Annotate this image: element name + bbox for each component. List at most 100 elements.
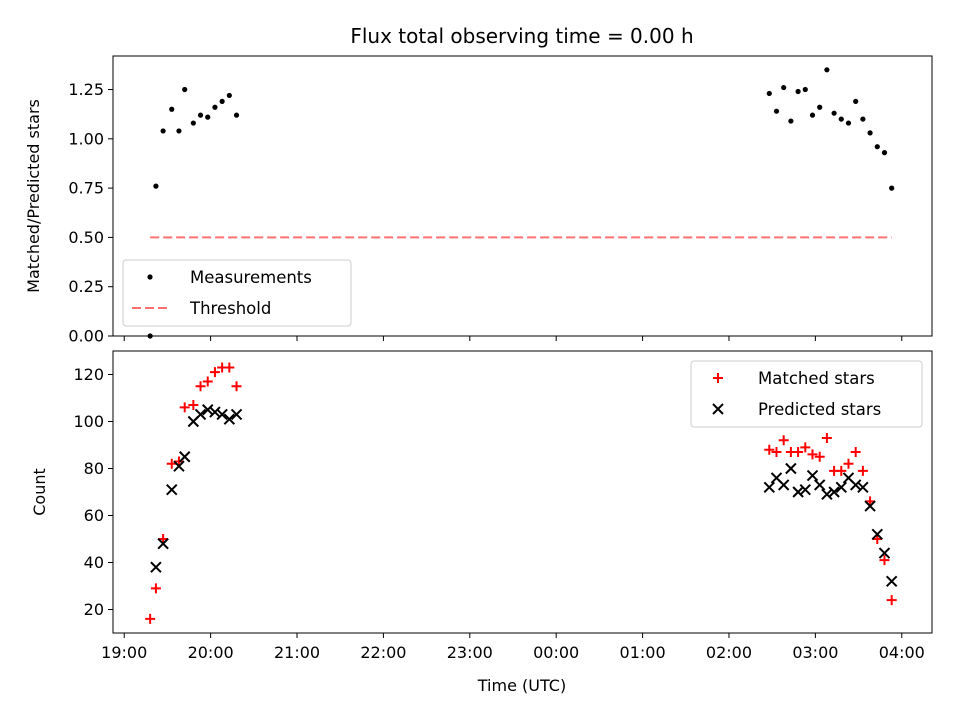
data-point: [224, 362, 235, 373]
data-point: [169, 106, 175, 112]
data-point: [800, 442, 811, 453]
data-point: [781, 84, 787, 91]
data-point: [788, 118, 794, 124]
y-tick-label: 100: [73, 412, 104, 431]
data-point: [233, 112, 240, 118]
y-tick-label: 40: [84, 553, 104, 572]
data-point: [766, 90, 772, 97]
data-point: [205, 114, 211, 120]
plot-frame: [112, 350, 933, 634]
data-point: [793, 447, 804, 458]
data-point: [871, 528, 883, 541]
legend-label: Matched stars: [758, 369, 875, 388]
data-point: [817, 104, 823, 110]
ratio-panel: 0.00 0.25 0.50 0.75 1.00 1.25 Matched/Predicte…: [24, 55, 933, 346]
data-point: [889, 185, 895, 191]
y-tick-label: 60: [84, 506, 104, 525]
data-point: [838, 116, 844, 122]
data-point: [212, 104, 218, 110]
data-point: [202, 376, 213, 387]
data-point: [145, 613, 156, 624]
data-point: [878, 547, 891, 559]
x-tick-label: 21:00: [274, 643, 320, 662]
data-point: [777, 479, 790, 491]
data-point: [209, 367, 220, 378]
data-point: [778, 435, 789, 446]
data-point: [814, 451, 825, 462]
x-tick-label: 02:00: [706, 643, 752, 662]
x-tick-label: 22:00: [360, 643, 406, 662]
data-point: [806, 469, 819, 482]
x-tick-label: 01:00: [620, 643, 666, 662]
count-panel: 20 40 60 80 100 120 19:00 20:00 21:00 22:00 23:00 0…: [30, 350, 933, 662]
data-point: [771, 447, 782, 458]
y-tick-label: 0.00: [68, 327, 104, 346]
data-point: [763, 481, 776, 494]
y-tick-label: 0.25: [68, 277, 104, 296]
data-point: [843, 458, 854, 469]
chart-title: Flux total observing time = 0.00 h: [350, 24, 693, 48]
y-tick-label: 0.75: [68, 179, 104, 198]
data-point: [885, 575, 898, 588]
data-point: [773, 108, 780, 114]
data-point: [850, 447, 861, 458]
data-point: [809, 112, 816, 118]
legend-label: Threshold: [189, 299, 271, 318]
data-point: [173, 460, 185, 472]
data-point: [879, 555, 890, 566]
legend-swatch: [147, 274, 153, 280]
legend-box: [690, 360, 923, 428]
data-point: [194, 408, 207, 421]
legend-swatch: [713, 373, 723, 383]
data-point: [785, 462, 797, 475]
data-point: [845, 120, 852, 126]
data-point: [860, 116, 866, 122]
data-point: [153, 183, 159, 189]
data-point: [824, 67, 830, 73]
data-point: [795, 88, 801, 95]
data-point: [867, 130, 873, 136]
x-tick-label: 00:00: [533, 643, 579, 662]
data-point: [182, 86, 188, 93]
data-point: [849, 479, 862, 491]
data-point: [886, 595, 897, 606]
x-tick-label: 03:00: [792, 643, 838, 662]
legend-label: Predicted stars: [758, 400, 881, 419]
data-point: [176, 128, 182, 134]
y-tick-label: 1.00: [68, 129, 104, 148]
y-tick-label: 1.25: [68, 80, 104, 99]
data-point: [799, 483, 811, 496]
y-axis-title: Matched/Predicted stars: [24, 99, 43, 293]
data-point: [807, 449, 818, 460]
series-measurements: [147, 67, 895, 339]
data-point: [853, 98, 859, 104]
x-tick-label: 23:00: [447, 643, 493, 662]
data-point: [764, 444, 775, 455]
data-point: [197, 112, 204, 118]
data-point: [179, 402, 190, 413]
data-point: [835, 481, 847, 494]
data-point: [821, 488, 833, 501]
series-predicted-stars: [150, 404, 898, 588]
data-point: [150, 561, 162, 573]
data-point: [190, 120, 196, 126]
data-point: [219, 98, 225, 104]
data-point: [178, 451, 191, 463]
y-tick-label: 0.50: [68, 228, 104, 247]
data-point: [150, 583, 161, 594]
y-axis-title: Count: [30, 468, 49, 516]
data-point: [166, 458, 177, 469]
legend-swatch: [712, 403, 724, 415]
x-tick-label: 19:00: [101, 643, 147, 662]
data-point: [188, 400, 199, 411]
data-point: [202, 404, 214, 416]
x-tick-label: 20:00: [188, 643, 234, 662]
data-point: [157, 537, 169, 550]
data-point: [881, 150, 888, 156]
data-point: [209, 406, 221, 418]
data-point: [802, 86, 808, 93]
data-point: [864, 500, 876, 512]
y-tick-label: 120: [73, 365, 104, 384]
data-point: [231, 381, 242, 392]
